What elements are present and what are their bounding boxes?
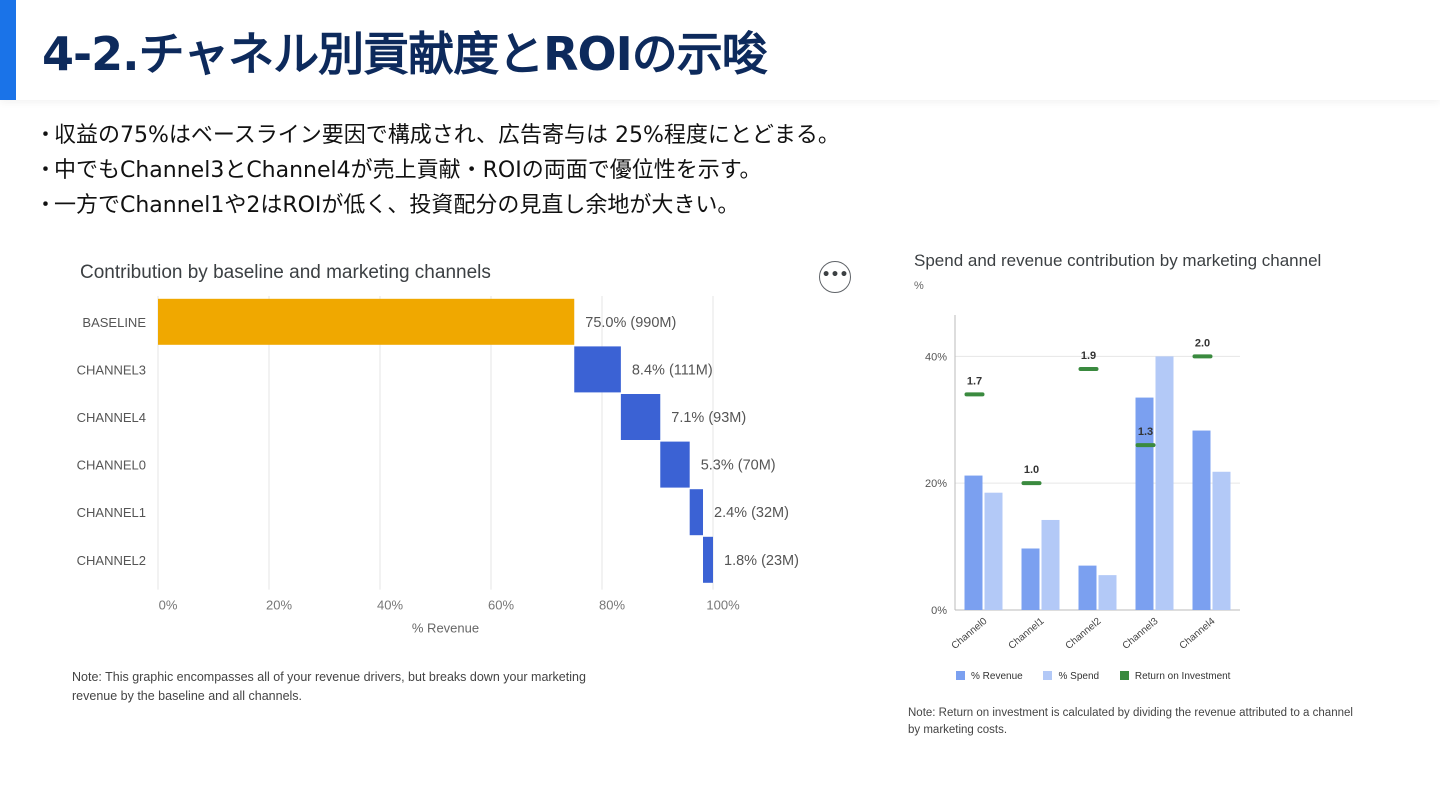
bullet-marker: ･ (40, 193, 52, 218)
x-tick-label: 40% (377, 598, 403, 613)
contribution-chart-title: Contribution by baseline and marketing c… (80, 262, 491, 283)
roi-data-label: 1.7 (967, 375, 982, 387)
x-axis-label: % Revenue (412, 621, 479, 636)
category-label: Channel0 (950, 616, 990, 652)
bar (620, 394, 661, 440)
bar (1155, 356, 1174, 610)
more-options-button[interactable]: ••• (819, 261, 851, 293)
spend-revenue-chart-note: Note: Return on investment is calculated… (908, 707, 1353, 736)
category-label: Channel1 (1007, 616, 1047, 652)
category-label: CHANNEL3 (77, 362, 146, 377)
legend-swatch-roi (1119, 671, 1129, 680)
spend-revenue-legend: % Revenue % Spend Return on Investment (956, 671, 1248, 682)
roi-data-label: 1.0 (1024, 464, 1039, 476)
category-label: CHANNEL4 (77, 410, 146, 425)
x-tick-label: 20% (266, 598, 292, 613)
bar (984, 492, 1003, 610)
slide-header: 4-2.チャネル別貢献度とROIの示唆 (0, 0, 1440, 100)
roi-marker (1192, 354, 1213, 359)
bar (689, 489, 704, 536)
bar (1041, 519, 1060, 610)
legend-item-roi: Return on Investment (1119, 671, 1231, 682)
bar (1212, 471, 1231, 610)
bar (964, 475, 983, 610)
legend-swatch-spend (1043, 671, 1053, 680)
category-label: CHANNEL0 (77, 458, 146, 473)
roi-marker (1021, 481, 1042, 486)
y-tick-label: 0% (931, 605, 947, 617)
bar (158, 298, 575, 345)
roi-data-label: 1.9 (1081, 350, 1096, 362)
spend-revenue-chart: 0% 20% 40% 1.7 Channel0 1.0 Channel1 1.9 Channel… (925, 315, 1240, 652)
bar (703, 536, 713, 583)
x-tick-label: 80% (599, 598, 625, 613)
legend-label-roi: Return on Investment (1134, 671, 1231, 682)
legend-item-spend: % Spend (1043, 671, 1099, 682)
bar (574, 346, 621, 393)
bullet-marker: ･ (40, 158, 52, 183)
roi-data-label: 1.3 (1138, 426, 1153, 438)
roi-data-label: 2.0 (1195, 337, 1210, 349)
category-label: Channel2 (1064, 616, 1104, 652)
y-tick-label: 40% (925, 351, 947, 363)
legend-label-spend: % Spend (1058, 671, 1100, 682)
contribution-chart: 0% 20% 40% 60% 80% 100% % Revenue BASELINE 75.0%… (77, 296, 799, 636)
bullet-list: ･収益の75%はベースライン要因で構成され、広告寄与は 25%程度にとどまる。 … (40, 118, 840, 223)
data-label: 75.0% (990M) (585, 315, 676, 331)
legend-label-revenue: % Revenue (971, 671, 1023, 682)
contribution-chart-note: Note: This graphic encompasses all of yo… (72, 670, 586, 703)
legend-swatch-revenue (956, 671, 965, 680)
data-label: 1.8% (23M) (724, 553, 799, 569)
bar (1078, 565, 1097, 610)
bar (1135, 397, 1154, 610)
bullet-item: ･一方でChannel1や2はROIが低く、投資配分の見直し余地が大きい。 (40, 188, 840, 223)
category-label: CHANNEL2 (77, 553, 146, 568)
data-label: 5.3% (70M) (701, 458, 776, 474)
x-tick-label: 60% (488, 598, 514, 613)
data-label: 2.4% (32M) (714, 505, 789, 521)
bullet-text: 中でもChannel3とChannel4が売上貢献・ROIの両面で優位性を示す。 (54, 158, 762, 183)
x-tick-label: 0% (159, 598, 178, 613)
bar (1021, 548, 1040, 610)
y-tick-label: 20% (925, 478, 947, 490)
x-tick-label: 100% (706, 598, 740, 613)
spend-revenue-chart-title: Spend and revenue contribution by market… (914, 251, 1322, 270)
roi-marker (964, 392, 985, 397)
spend-revenue-unit-label: % (914, 280, 924, 292)
header-accent-bar (0, 0, 16, 100)
category-label: BASELINE (82, 315, 146, 330)
bullet-text: 収益の75%はベースライン要因で構成され、広告寄与は 25%程度にとどまる。 (54, 123, 840, 148)
data-label: 7.1% (93M) (671, 410, 746, 426)
roi-marker (1135, 443, 1156, 448)
slide-title: 4-2.チャネル別貢献度とROIの示唆 (42, 27, 768, 81)
data-label: 8.4% (111M) (632, 362, 713, 378)
bar (1192, 430, 1211, 610)
bar (1098, 575, 1117, 610)
category-label: Channel3 (1121, 616, 1161, 652)
bullet-item: ･収益の75%はベースライン要因で構成され、広告寄与は 25%程度にとどまる。 (40, 118, 840, 153)
category-label: CHANNEL1 (77, 505, 146, 520)
bullet-item: ･中でもChannel3とChannel4が売上貢献・ROIの両面で優位性を示す… (40, 153, 840, 188)
bar (660, 441, 690, 488)
bullet-text: 一方でChannel1や2はROIが低く、投資配分の見直し余地が大きい。 (54, 193, 740, 218)
legend-item-revenue: % Revenue (956, 671, 1023, 682)
more-horizontal-icon: ••• (821, 267, 849, 283)
bullet-marker: ･ (40, 123, 52, 148)
roi-marker (1078, 367, 1099, 372)
category-label: Channel4 (1178, 616, 1218, 652)
